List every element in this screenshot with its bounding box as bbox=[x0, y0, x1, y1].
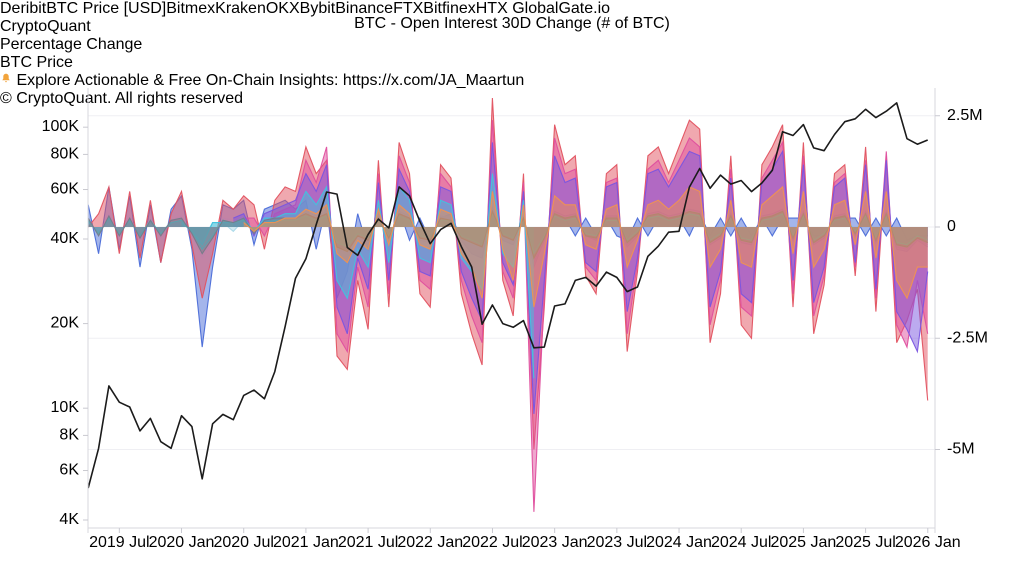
legend: DeribitBTC Price [USD]BitmexKrakenOKXByb… bbox=[0, 0, 1024, 18]
legend-item-bitmex[interactable]: Bitmex bbox=[166, 0, 215, 17]
x-axis-tick-label: 2024 Jul bbox=[711, 534, 772, 551]
legend-item-bybit[interactable]: Bybit bbox=[300, 0, 336, 17]
x-axis-tick-label: 2024 Jan bbox=[646, 534, 712, 551]
insights-link[interactable]: https://x.com/JA_Maartun bbox=[342, 72, 525, 89]
footer-insights: Explore Actionable & Free On-Chain Insig… bbox=[0, 72, 1024, 90]
x-axis-tick-label: 2022 Jan bbox=[397, 534, 463, 551]
legend-item-label: Kraken bbox=[215, 0, 266, 17]
left-axis-tick-label: 80K bbox=[51, 145, 80, 162]
left-axis-tick-label: 8K bbox=[59, 426, 79, 443]
page-title: BTC - Open Interest 30D Change (# of BTC… bbox=[354, 15, 670, 32]
x-axis-tick-label: 2020 Jan bbox=[149, 534, 215, 551]
legend-item-label: Deribit bbox=[0, 0, 47, 17]
legend-item-label: Bybit bbox=[299, 0, 336, 17]
right-axis-tick-label: 0 bbox=[947, 218, 956, 235]
x-axis-tick-label: 2020 Jul bbox=[213, 534, 274, 551]
right-axis-tick-label: -2.5M bbox=[947, 329, 988, 346]
x-axis-tick-label: 2025 Jul bbox=[835, 534, 896, 551]
legend-item-label: Binance bbox=[335, 0, 394, 17]
left-axis-title: Percentage Change bbox=[0, 36, 143, 53]
left-axis-tick-label: 100K bbox=[42, 118, 80, 135]
legend-item-label: Gate.io bbox=[558, 0, 611, 17]
left-axis-tick-label: 6K bbox=[59, 462, 79, 479]
legend-item-btc-price[interactable]: BTC Price [USD] bbox=[46, 0, 166, 17]
copyright-notice: © CryptoQuant. All rights reserved bbox=[0, 90, 243, 107]
left-axis-tick-label: 4K bbox=[59, 511, 79, 528]
left-axis-tick-label: 10K bbox=[51, 399, 80, 416]
right-axis-tick-label: -5M bbox=[947, 441, 975, 458]
footer-insight-text: Explore Actionable & Free On-Chain Insig… bbox=[16, 72, 339, 89]
x-axis-tick-label: 2022 Jul bbox=[462, 534, 523, 551]
legend-item-gateio[interactable]: Gate.io bbox=[558, 0, 610, 17]
series-group bbox=[88, 97, 929, 512]
x-axis-tick-label: 2021 Jan bbox=[273, 534, 339, 551]
bell-icon bbox=[0, 72, 12, 85]
series-line-bybit bbox=[243, 120, 929, 512]
legend-item-bitfinex[interactable]: Bitfinex bbox=[423, 0, 475, 17]
legend-item-okx[interactable]: OKX bbox=[266, 0, 300, 17]
legend-item-deribit[interactable]: Deribit bbox=[0, 0, 46, 17]
x-axis-tick-label: 2023 Jan bbox=[522, 534, 588, 551]
series-line-binance bbox=[233, 142, 929, 414]
left-axis-tick-label: 40K bbox=[51, 230, 80, 247]
legend-item-binance[interactable]: Binance bbox=[335, 0, 393, 17]
x-axis-tick-label: 2019 Jul bbox=[89, 534, 150, 551]
x-axis-tick-label: 2023 Jul bbox=[587, 534, 648, 551]
right-axis-tick-label: 2.5M bbox=[947, 107, 983, 124]
legend-item-label: Bitmex bbox=[166, 0, 216, 17]
legend-item-label: Bitfinex bbox=[423, 0, 476, 17]
right-axis-title: BTC Price bbox=[0, 54, 73, 71]
x-axis-tick-label: 2021 Jul bbox=[338, 534, 399, 551]
legend-item-label: BTC Price [USD] bbox=[46, 0, 167, 17]
series-line-gate-io bbox=[243, 185, 928, 308]
legend-item-htx[interactable]: HTX Global bbox=[476, 0, 559, 17]
btc-price-line bbox=[88, 102, 929, 489]
left-axis-tick-label: 60K bbox=[51, 181, 80, 198]
x-axis-tick-label: 2025 Jan bbox=[770, 534, 836, 551]
legend-item-label: OKX bbox=[265, 0, 300, 17]
left-axis-tick-label: 20K bbox=[51, 315, 80, 332]
legend-item-label: HTX Global bbox=[475, 0, 559, 17]
legend-item-label: FTX bbox=[393, 0, 424, 17]
legend-item-kraken[interactable]: Kraken bbox=[215, 0, 266, 17]
x-axis-tick-label: 2026 Jan bbox=[895, 534, 961, 551]
cryptoquant-watermark: CryptoQuant bbox=[0, 18, 91, 35]
legend-item-ftx[interactable]: FTX bbox=[393, 0, 423, 17]
